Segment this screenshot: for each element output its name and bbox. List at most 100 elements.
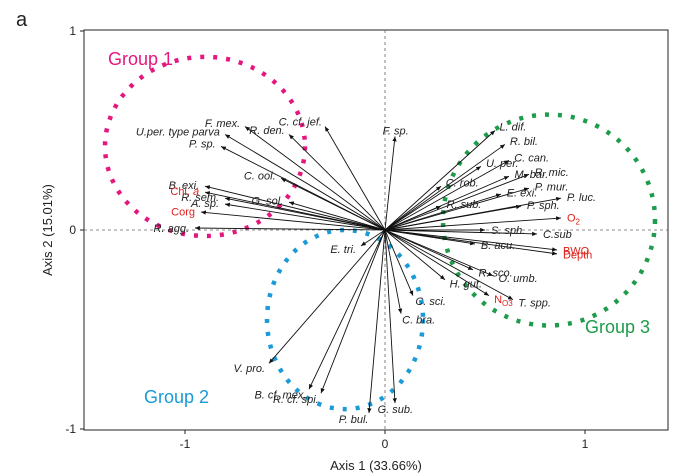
vector-label-r-bil: R. bil. <box>510 136 538 148</box>
vector-arrow-e-tri <box>360 229 386 247</box>
vector-label-e-tri: E. tri. <box>330 244 356 256</box>
vector-label-a-sp: A. sp. <box>190 198 219 210</box>
vector-arrow-bwo <box>384 229 558 252</box>
vector-arrow-g-sub <box>384 229 397 404</box>
vector-arrow-c-cf-jef <box>324 126 386 231</box>
vector-label-p-bul: P. bul. <box>339 414 369 426</box>
vector-arrow-p-sph <box>384 204 522 231</box>
vector-label-r-cf-spi: R. cf. spi. <box>273 394 319 406</box>
x-tick-label: 0 <box>382 437 389 451</box>
vector-arrow-f-sp <box>384 136 397 231</box>
vector-label-b-cf-mex: B. cf. mex. <box>254 390 306 402</box>
vector-label-o2: O2 <box>567 213 581 227</box>
group-ellipse-group-1 <box>102 54 308 239</box>
group-label-group-1: Group 1 <box>108 49 173 69</box>
vector-label-r-mic: R. mic. <box>535 167 569 179</box>
vector-label-t-spp: T. spp. <box>518 298 551 310</box>
vector-arrow-c-rob <box>384 185 442 231</box>
vector-label-g-sol: G. sol. <box>251 195 283 207</box>
group-label-group-2: Group 2 <box>144 387 209 407</box>
axes-frame: -1 0 1 1 0 -1 Axis 1 (33.66%) Axis 2 (15.01%) Gr… <box>40 24 669 473</box>
vector-label-c-sci: C. sci. <box>415 296 446 308</box>
vector-label-r-sub: R. sub. <box>447 199 482 211</box>
vector-arrow-no3 <box>384 229 490 297</box>
vector-arrow-t-spp <box>384 229 514 301</box>
vector-arrow-a-sp <box>224 202 386 231</box>
vector-label-r-sem: R. sem. <box>181 192 219 204</box>
vector-arrow-b-exi <box>204 185 386 231</box>
vector-label-p-luc: P. luc. <box>567 192 596 204</box>
vector-arrow-h-gut <box>384 229 446 281</box>
vector-arrow-p-bul <box>367 229 386 414</box>
vector-label-r-agg: R. agg. <box>154 223 189 235</box>
vector-label-h-gut: H. gut. <box>450 279 482 291</box>
vector-label-corg: Corg <box>171 207 195 219</box>
group-ellipse-group-2 <box>264 227 426 412</box>
vector-arrow-c-sci <box>384 229 414 296</box>
x-tick-label: 1 <box>582 437 589 451</box>
vector-label-u-per: U. per. <box>486 158 519 170</box>
vector-arrow-depth <box>384 229 558 256</box>
y-tick-label: 0 <box>69 223 76 237</box>
vector-arrow-r-sub <box>384 205 442 231</box>
vector-label-f-mex: F. mex. <box>205 118 240 130</box>
vector-arrow-chl-a <box>204 191 386 231</box>
vector-label-l-dif: L. dif. <box>499 121 526 133</box>
vector-arrow-r-bil <box>384 144 506 231</box>
vector-label-p-sph: P. sph. <box>527 200 560 212</box>
vector-label-g-sub: G. sub. <box>378 404 413 416</box>
vector-arrow-r-den <box>288 134 386 231</box>
x-tick-label: -1 <box>180 437 191 451</box>
vector-label-c-cf-jef: C. cf. jef. <box>279 116 322 128</box>
y-tick-label: 1 <box>69 24 76 38</box>
vector-label-r-sco: R. sco. <box>478 267 512 279</box>
vector-label-p-sp: P. sp. <box>189 139 216 151</box>
vector-arrow-g-sol <box>288 201 386 231</box>
vector-arrow-v-pro <box>268 229 386 364</box>
vector-label-o-umb: O. umb. <box>499 273 538 285</box>
vector-arrow-c-bra <box>384 229 403 314</box>
vector-arrow-r-mic <box>384 173 530 231</box>
vector-arrow-o-umb <box>384 229 494 277</box>
vector-label-v-pro: V. pro. <box>233 363 265 375</box>
vector-label-p-mur: P. mur. <box>535 182 569 194</box>
vector-label-s-sph: S. sph. <box>491 225 525 237</box>
vector-arrow-corg <box>200 210 386 231</box>
vector-label-chl-a: Chl. a <box>170 186 199 198</box>
vector-label-b-exi: B. exi. <box>169 180 200 192</box>
vector-arrow-u-per <box>384 165 482 231</box>
vector-label-b-acu: B. acu. <box>481 240 515 252</box>
vector-label-u-per-type-parva: U.per. type parva <box>136 126 220 138</box>
vector-label-f-sp: F. sp. <box>383 126 409 138</box>
group-ellipse-group-3 <box>440 112 658 328</box>
vector-arrow-c-ool <box>280 177 386 231</box>
vector-label-m-bar: M. bar. <box>515 169 549 181</box>
vector-label-c-bra: C. bra. <box>402 314 435 326</box>
group-ellipses <box>102 54 658 412</box>
x-axis-title: Axis 1 (33.66%) <box>330 458 422 473</box>
panel-label: a <box>16 9 28 31</box>
vector-label-c-can: C. can. <box>514 152 549 164</box>
vector-arrow-c-sub <box>384 229 538 237</box>
vector-label-c-rob: C. rob. <box>446 178 479 190</box>
vector-label-r-den: R. den. <box>249 125 284 137</box>
vector-arrows <box>194 126 562 414</box>
vector-arrow-u-per-type-parva <box>224 134 386 231</box>
vector-label-c-sub: C.sub <box>543 229 572 241</box>
vector-arrow-r-agg <box>194 225 386 231</box>
vector-arrow-c-can <box>384 159 510 231</box>
y-tick-label: -1 <box>65 422 76 436</box>
vector-label-depth: Depth <box>563 250 592 262</box>
vector-arrow-o2 <box>384 216 562 231</box>
vector-arrow-b-cf-mex <box>308 229 386 390</box>
y-axis-title: Axis 2 (15.01%) <box>40 184 55 276</box>
vector-arrow-f-mex <box>244 126 386 231</box>
vector-label-e-exi: E. exi. <box>507 187 538 199</box>
group-label-group-3: Group 3 <box>585 317 650 337</box>
vector-label-c-ool: C. ool. <box>244 171 276 183</box>
vector-arrow-e-exi <box>384 193 502 231</box>
vector-label-no3: NO3 <box>494 294 513 308</box>
